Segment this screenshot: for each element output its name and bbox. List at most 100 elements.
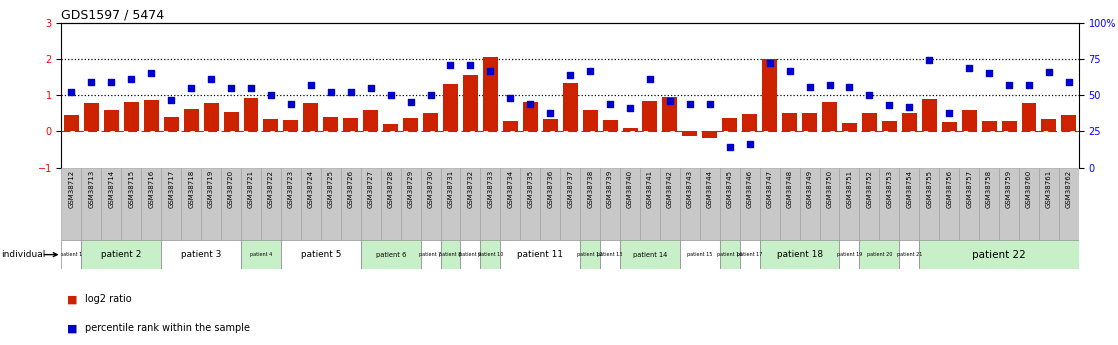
Text: GSM38746: GSM38746 bbox=[747, 170, 752, 208]
Text: patient 16: patient 16 bbox=[717, 252, 742, 257]
Text: GSM38727: GSM38727 bbox=[368, 170, 373, 208]
Bar bbox=[860, 240, 899, 269]
Bar bbox=[144, 100, 159, 131]
Text: GSM38747: GSM38747 bbox=[767, 170, 773, 208]
Point bbox=[362, 85, 380, 91]
Text: GSM38762: GSM38762 bbox=[1065, 170, 1072, 208]
Bar bbox=[301, 168, 321, 240]
Bar bbox=[420, 168, 440, 240]
Text: GSM38748: GSM38748 bbox=[787, 170, 793, 208]
Text: GSM38715: GSM38715 bbox=[129, 170, 134, 208]
Bar bbox=[163, 117, 179, 131]
Text: GSM38751: GSM38751 bbox=[846, 170, 852, 208]
Bar bbox=[523, 102, 538, 131]
Point bbox=[262, 92, 280, 98]
Text: GSM38736: GSM38736 bbox=[547, 170, 553, 208]
Bar bbox=[1022, 103, 1036, 131]
Point bbox=[661, 98, 679, 104]
Bar bbox=[503, 121, 518, 131]
Bar bbox=[982, 121, 996, 131]
Text: patient 20: patient 20 bbox=[866, 252, 892, 257]
Point bbox=[920, 58, 938, 63]
Bar bbox=[742, 114, 757, 131]
Point bbox=[222, 85, 240, 91]
Text: patient 7: patient 7 bbox=[419, 252, 442, 257]
Bar bbox=[343, 118, 358, 131]
Bar bbox=[802, 112, 817, 131]
Point bbox=[243, 85, 260, 91]
Point bbox=[381, 92, 399, 98]
Bar bbox=[921, 99, 937, 131]
Bar bbox=[580, 240, 600, 269]
Bar bbox=[104, 110, 119, 131]
Point bbox=[182, 85, 200, 91]
Point bbox=[622, 106, 639, 111]
Bar bbox=[740, 240, 760, 269]
Text: patient 8: patient 8 bbox=[439, 252, 462, 257]
Text: ■: ■ bbox=[67, 295, 77, 304]
Bar bbox=[663, 97, 678, 131]
Bar bbox=[423, 113, 438, 131]
Bar bbox=[221, 168, 241, 240]
Text: GSM38729: GSM38729 bbox=[408, 170, 414, 208]
Bar bbox=[380, 168, 400, 240]
Point bbox=[581, 68, 599, 73]
Bar bbox=[902, 112, 917, 131]
Point bbox=[302, 82, 320, 88]
Point bbox=[980, 71, 998, 76]
Text: GSM38712: GSM38712 bbox=[68, 170, 75, 208]
Point bbox=[1040, 69, 1058, 75]
Text: percentile rank within the sample: percentile rank within the sample bbox=[85, 323, 250, 333]
Bar bbox=[639, 168, 660, 240]
Text: patient 5: patient 5 bbox=[301, 250, 341, 259]
Bar bbox=[880, 168, 899, 240]
Text: individual: individual bbox=[1, 250, 46, 259]
Bar bbox=[303, 103, 319, 131]
Bar bbox=[941, 122, 957, 131]
Bar bbox=[461, 240, 481, 269]
Bar bbox=[1042, 119, 1057, 131]
Text: patient 14: patient 14 bbox=[633, 252, 667, 258]
Bar bbox=[64, 115, 79, 131]
Text: GSM38720: GSM38720 bbox=[228, 170, 234, 208]
Text: patient 6: patient 6 bbox=[376, 252, 406, 258]
Text: GSM38734: GSM38734 bbox=[508, 170, 513, 208]
Text: GSM38716: GSM38716 bbox=[149, 170, 154, 208]
Text: GSM38756: GSM38756 bbox=[946, 170, 953, 208]
Bar bbox=[643, 101, 657, 131]
Point bbox=[122, 77, 140, 82]
Text: GSM38717: GSM38717 bbox=[168, 170, 174, 208]
Bar bbox=[201, 168, 221, 240]
Text: GSM38760: GSM38760 bbox=[1026, 170, 1032, 208]
Point bbox=[721, 145, 739, 150]
Text: GSM38750: GSM38750 bbox=[826, 170, 833, 208]
Bar bbox=[122, 168, 141, 240]
Text: patient 12: patient 12 bbox=[577, 252, 603, 257]
Bar bbox=[819, 168, 840, 240]
Text: GSM38740: GSM38740 bbox=[627, 170, 633, 208]
Bar bbox=[939, 168, 959, 240]
Bar bbox=[82, 240, 161, 269]
Bar bbox=[341, 168, 361, 240]
Bar bbox=[722, 118, 737, 131]
Bar bbox=[161, 240, 241, 269]
Bar bbox=[84, 103, 98, 131]
Point bbox=[880, 102, 898, 108]
Text: GSM38738: GSM38738 bbox=[587, 170, 594, 208]
Text: patient 22: patient 22 bbox=[973, 250, 1026, 259]
Text: GSM38724: GSM38724 bbox=[307, 170, 314, 208]
Bar bbox=[501, 168, 520, 240]
Bar bbox=[760, 240, 840, 269]
Text: patient 9: patient 9 bbox=[459, 252, 482, 257]
Bar bbox=[680, 240, 720, 269]
Text: patient 4: patient 4 bbox=[249, 252, 272, 257]
Bar bbox=[440, 240, 461, 269]
Bar bbox=[979, 168, 999, 240]
Point bbox=[421, 92, 439, 98]
Point bbox=[83, 79, 101, 85]
Bar bbox=[600, 168, 620, 240]
Bar bbox=[102, 168, 122, 240]
Text: GSM38761: GSM38761 bbox=[1046, 170, 1052, 208]
Bar bbox=[623, 128, 637, 131]
Point bbox=[322, 90, 340, 95]
